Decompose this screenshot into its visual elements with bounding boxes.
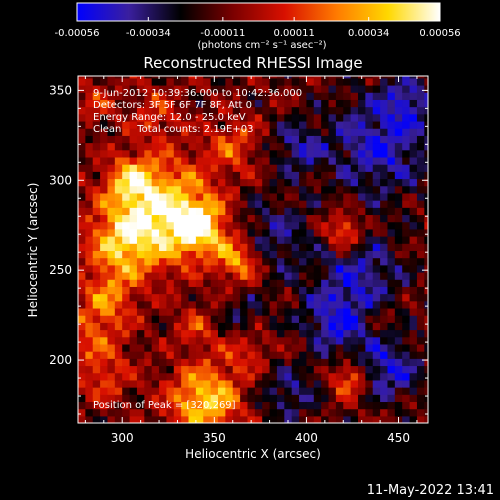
colorbar-tick-label: -0.00034: [126, 28, 171, 39]
colorbar-tick-label: -0.00011: [200, 28, 245, 39]
annotation-peak-position: Position of Peak = [320,269]: [93, 400, 236, 411]
colorbar-units-label: (photons cm⁻² s⁻¹ asec⁻²): [197, 40, 326, 51]
colorbar-tick-label: 0.00056: [419, 28, 460, 39]
y-tick-label: 200: [49, 353, 72, 367]
annotation-detectors: Detectors: 3F 5F 6F 7F 8F, Att 0: [93, 100, 252, 111]
x-tick-label: 450: [387, 431, 410, 445]
colorbar-tick-label: 0.00034: [348, 28, 389, 39]
annotation-energy-range: Energy Range: 12.0 - 25.0 keV: [93, 112, 246, 123]
heatmap-image: [78, 76, 428, 423]
annotation-clean-counts: Clean Total counts: 2.19E+03: [93, 124, 253, 135]
annotation-time-range: 9-Jun-2012 10:39:36.000 to 10:42:36.000: [93, 88, 302, 99]
y-axis-label: Heliocentric Y (arcsec): [26, 183, 40, 318]
colorbar-ticks: -0.00056 -0.00034 -0.00011 0.00011 0.00034 0.…: [55, 17, 461, 39]
plot-frame: [77, 75, 429, 424]
y-tick-label: 250: [49, 263, 72, 277]
x-axis-label: Heliocentric X (arcsec): [185, 447, 321, 461]
y-tick-label: 300: [49, 173, 72, 187]
colorbar-tick-label: -0.00056: [55, 28, 100, 39]
x-tick-label: 400: [295, 431, 318, 445]
y-tick-label: 350: [49, 83, 72, 97]
x-tick-label: 300: [111, 431, 134, 445]
axis-ticks: 300 350 400 450 200 250 300 350: [49, 76, 428, 445]
x-tick-label: 350: [203, 431, 226, 445]
chart-title: Reconstructed RHESSI Image: [143, 54, 362, 72]
colorbar: [76, 2, 441, 22]
timestamp: 11-May-2022 13:41: [367, 483, 494, 498]
colorbar-tick-label: 0.00011: [273, 28, 314, 39]
